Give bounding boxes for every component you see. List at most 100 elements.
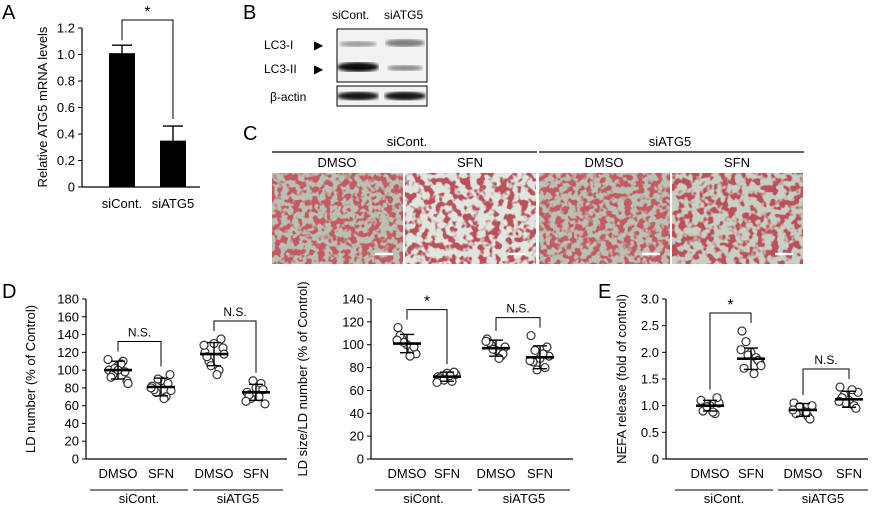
y-tick-label: 1.0 — [57, 47, 75, 62]
y-axis-label: LD size/LD number (% of Control) — [295, 281, 310, 476]
y-tick-label: 1.5 — [641, 372, 659, 387]
significance-label: * — [144, 4, 150, 21]
y-tick-label: 160 — [57, 309, 79, 324]
data-point — [103, 354, 113, 365]
y-tick-label: 3.0 — [641, 292, 659, 307]
y-tick-label: 0.4 — [57, 127, 75, 142]
y-tick-label: 140 — [342, 292, 364, 307]
y-tick-label: 0.5 — [641, 425, 659, 440]
blot-arrow-lc3-i: ▶ — [314, 38, 324, 52]
y-tick-label: 140 — [57, 327, 79, 342]
significance-bracket — [709, 312, 752, 390]
x-category-label: SFN — [243, 466, 269, 481]
y-tick-label: 0.2 — [57, 153, 75, 168]
y-tick-label: 60 — [65, 398, 79, 413]
y-tick-label: 1.2 — [57, 21, 75, 36]
significance-bracket — [121, 19, 174, 120]
y-tick-label: 40 — [350, 406, 364, 421]
y-tick-label: 0 — [652, 452, 659, 467]
micrograph-label-3: DMSO — [585, 155, 624, 170]
data-point — [481, 336, 491, 346]
x-category-label: SFN — [836, 466, 862, 481]
blot-band-actin-sicont — [337, 91, 379, 101]
micrograph-group-label-sicont: siCont. — [387, 134, 427, 149]
panel-d-ld-size-chart: 0 20 40 60 80 100 120 140 LD size/LD number (% o… — [295, 281, 573, 505]
y-tick-label: 100 — [57, 363, 79, 378]
x-category-label: DMSO — [388, 466, 427, 481]
y-tick-label: 0.8 — [57, 74, 75, 89]
blot-lane-label-sicont: siCont. — [332, 8, 369, 22]
group-label: siATG5 — [217, 491, 259, 505]
significance-bracket — [802, 368, 850, 395]
blot-band-lc3-i-siatg5 — [385, 39, 425, 47]
blot-lane-label-siatg5: siATG5 — [384, 8, 423, 22]
data-point — [123, 378, 133, 389]
group-label: siATG5 — [802, 491, 844, 505]
significance-label: N.S. — [814, 353, 837, 367]
blot-band-lc3-ii-siatg5 — [387, 65, 423, 71]
data-point — [532, 365, 542, 375]
y-axis-label: Relative ATG5 mRNA levels — [35, 26, 50, 187]
group-label: siCont. — [704, 491, 744, 505]
y-tick-label: 80 — [65, 380, 79, 395]
y-tick-label: 40 — [65, 416, 79, 431]
significance-label: * — [424, 294, 430, 311]
data-point — [165, 369, 175, 380]
group-label: siCont. — [403, 491, 443, 505]
significance-label: * — [727, 297, 733, 314]
data-point — [393, 322, 403, 333]
y-tick-label: 120 — [342, 314, 364, 329]
panel-label-d: D — [2, 281, 16, 303]
x-category-label: SFN — [738, 466, 764, 481]
blot-row-label-beta-actin: β-actin — [270, 90, 306, 104]
micrograph-sicont-sfn — [405, 173, 536, 264]
blot-membrane-lc3 — [336, 28, 428, 83]
x-category-label: siCont. — [102, 196, 142, 211]
data-point — [153, 374, 163, 384]
data-point — [736, 345, 746, 355]
y-tick-label: 180 — [57, 292, 79, 307]
data-point — [526, 330, 536, 341]
data-point — [540, 362, 550, 373]
data-point — [708, 407, 718, 417]
significance-bracket — [495, 317, 541, 331]
bar — [160, 140, 186, 187]
y-tick-label: 120 — [57, 345, 79, 360]
blot-row-label-lc3-ii: LC3-II — [264, 62, 297, 76]
x-category-label: SFN — [434, 466, 460, 481]
x-category-label: DMSO — [195, 466, 234, 481]
y-tick-label: 0.6 — [57, 100, 75, 115]
panel-label-e: E — [598, 281, 611, 303]
blot-band-lc3-i-sicont — [339, 41, 377, 47]
y-tick-label: 80 — [350, 360, 364, 375]
significance-bracket — [117, 340, 162, 367]
data-point — [739, 363, 749, 373]
data-point — [241, 396, 251, 406]
significance-label: N.S. — [506, 302, 529, 316]
y-axis-label: NEFA release (fold of control) — [614, 294, 629, 464]
x-category-label: DMSO — [99, 466, 138, 481]
significance-label: N.S. — [128, 325, 151, 339]
data-point — [432, 377, 442, 388]
y-tick-label: 60 — [350, 383, 364, 398]
x-category-label: DMSO — [691, 466, 730, 481]
x-category-label: siATG5 — [152, 196, 194, 211]
data-point — [212, 369, 222, 380]
y-tick-label: 0 — [72, 452, 79, 467]
significance-bracket — [213, 320, 257, 373]
y-tick-label: 1.0 — [641, 398, 659, 413]
blot-band-lc3-ii-sicont — [337, 62, 379, 72]
blot-row-label-lc3-i: LC3-I — [264, 38, 293, 52]
data-point — [106, 372, 116, 382]
data-point — [835, 382, 845, 392]
x-category-label: SFN — [148, 466, 174, 481]
y-tick-label: 0 — [68, 180, 75, 195]
data-point — [199, 340, 209, 350]
group-label: siCont. — [119, 491, 159, 505]
micrograph-sicont-dmso — [272, 173, 403, 264]
micrograph-label-4: SFN — [724, 155, 750, 170]
x-category-label: DMSO — [784, 466, 823, 481]
x-category-label: DMSO — [477, 466, 516, 481]
y-tick-label: 20 — [350, 429, 364, 444]
